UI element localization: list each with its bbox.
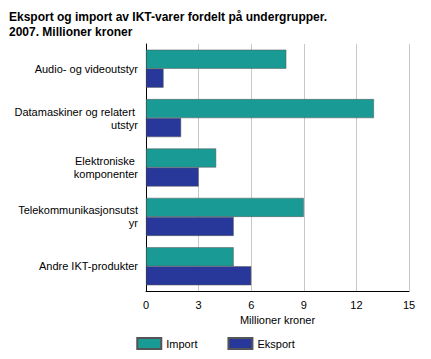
svg-text:Eksport og import av IKT-varer: Eksport og import av IKT-varer fordelt p…	[9, 10, 330, 24]
svg-text:15: 15	[403, 299, 415, 311]
svg-text:komponenter: komponenter	[74, 168, 139, 180]
svg-text:2007. Millioner kroner: 2007. Millioner kroner	[9, 25, 133, 39]
svg-text:Telekommunikasjonsutst: Telekommunikasjonsutst	[18, 204, 138, 216]
svg-text:Elektroniske: Elektroniske	[75, 155, 138, 167]
svg-text:12: 12	[350, 299, 362, 311]
svg-text:0: 0	[143, 299, 149, 311]
svg-text:3: 3	[196, 299, 202, 311]
svg-text:Import: Import	[166, 338, 197, 350]
svg-text:Millioner kroner: Millioner kroner	[240, 314, 316, 326]
svg-text:utstyr: utstyr	[111, 119, 138, 131]
svg-text:Andre IKT-produkter: Andre IKT-produkter	[39, 260, 138, 272]
svg-text:9: 9	[301, 299, 307, 311]
svg-text:6: 6	[248, 299, 254, 311]
svg-text:yr: yr	[129, 217, 139, 229]
svg-text:Datamaskiner og relatert: Datamaskiner og relatert	[15, 106, 139, 118]
svg-text:Audio- og videoutstyr: Audio- og videoutstyr	[35, 63, 139, 75]
svg-text:Eksport: Eksport	[257, 338, 294, 350]
